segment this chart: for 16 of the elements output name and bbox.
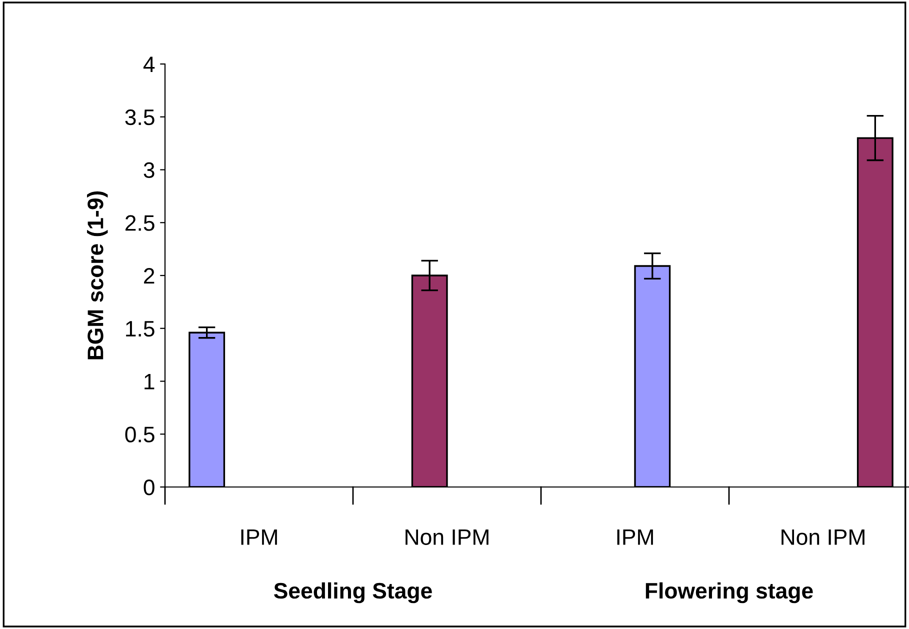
x-tick-label: IPM bbox=[617, 529, 653, 545]
y-tick-label: 3.5 bbox=[125, 109, 154, 126]
y-tick-label: 0.5 bbox=[125, 426, 154, 442]
text: Flowering stage bbox=[646, 582, 813, 604]
y-tick-label: 2.5 bbox=[126, 215, 154, 231]
y-tick-label: 4 bbox=[143, 56, 155, 72]
y-tick-label: 1.5 bbox=[126, 321, 154, 337]
y-tick-label: 1 bbox=[144, 374, 154, 390]
y-tick-label: 2 bbox=[144, 268, 154, 284]
y-tick-label: 3 bbox=[144, 162, 154, 178]
x-tick-label: Non IPM bbox=[406, 529, 488, 545]
x-tick-label: IPM bbox=[241, 529, 277, 545]
y-axis-title: BGM score (1-9) bbox=[87, 191, 108, 360]
x-tick-label: Non IPM bbox=[782, 529, 864, 545]
y-tick-label: 0 bbox=[144, 480, 154, 496]
text: Seedling Stage bbox=[274, 582, 432, 604]
